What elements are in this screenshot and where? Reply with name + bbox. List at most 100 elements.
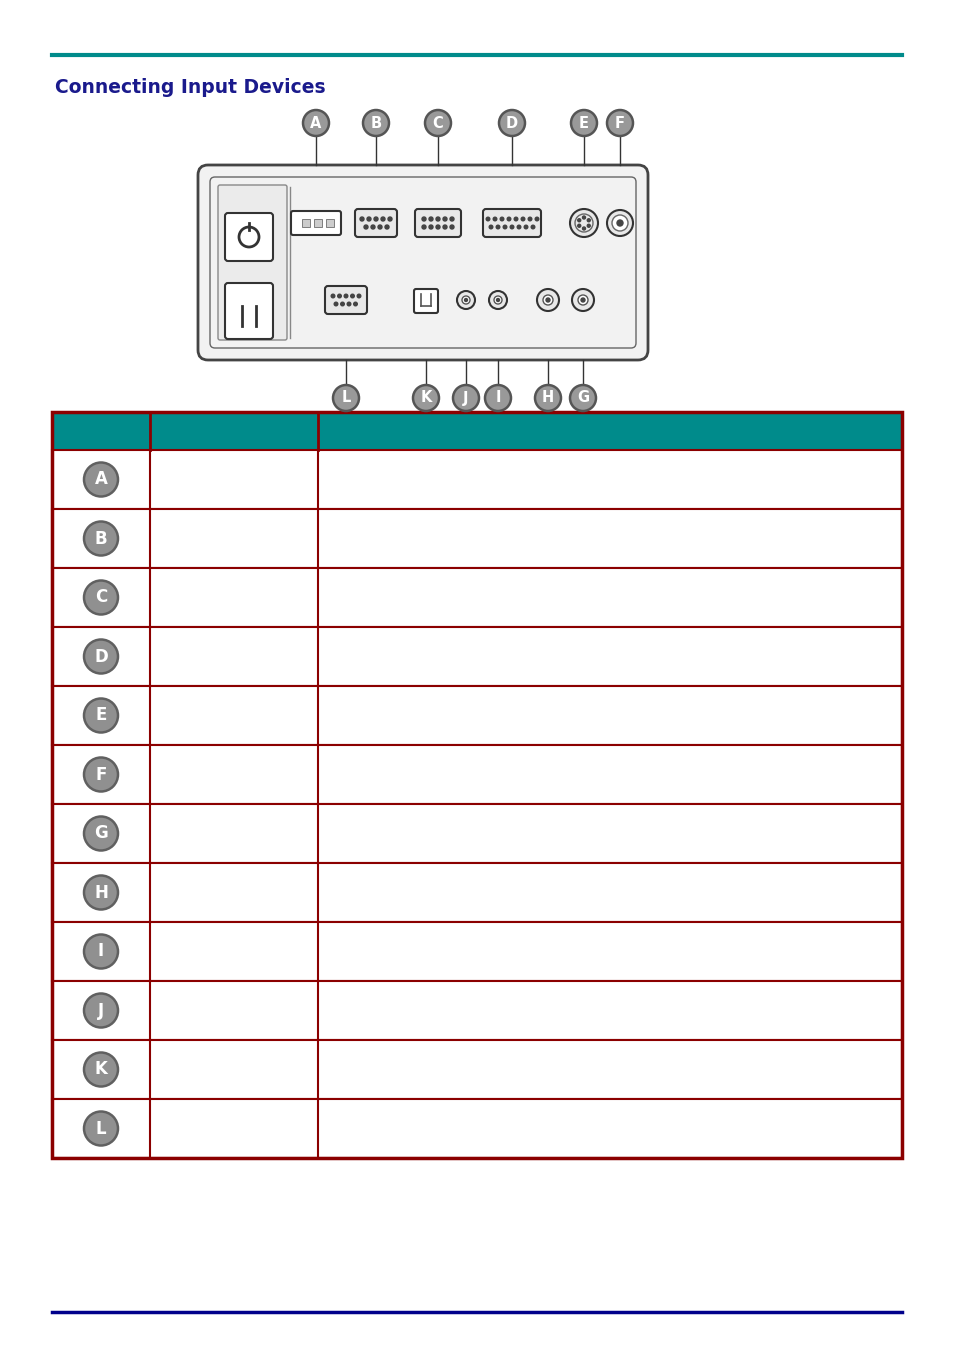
FancyBboxPatch shape [52,1099,901,1158]
Circle shape [385,225,389,230]
Circle shape [507,217,510,221]
Circle shape [84,876,118,910]
Circle shape [377,225,381,230]
Circle shape [578,296,587,305]
Circle shape [486,217,489,221]
Circle shape [578,224,580,227]
Circle shape [84,1053,118,1087]
Circle shape [331,294,335,298]
Circle shape [580,298,584,302]
Circle shape [510,225,514,228]
Circle shape [413,385,438,410]
FancyBboxPatch shape [52,745,901,805]
Circle shape [436,225,439,230]
Circle shape [84,934,118,968]
Text: G: G [94,825,108,842]
Text: C: C [94,589,107,606]
Circle shape [496,298,499,301]
Circle shape [356,294,360,298]
Circle shape [340,302,344,306]
Circle shape [351,294,354,298]
Circle shape [489,225,493,228]
FancyBboxPatch shape [52,412,901,450]
Circle shape [542,296,553,305]
FancyBboxPatch shape [414,289,437,313]
Text: E: E [578,116,588,131]
Circle shape [388,217,392,221]
FancyBboxPatch shape [52,626,901,686]
Text: A: A [94,471,108,489]
Text: K: K [420,390,432,405]
Text: I: I [98,942,104,960]
Circle shape [421,225,426,230]
Circle shape [587,219,590,221]
Text: Connecting Input Devices: Connecting Input Devices [55,78,325,97]
FancyBboxPatch shape [302,219,310,227]
FancyBboxPatch shape [326,219,334,227]
Circle shape [537,289,558,310]
Circle shape [84,994,118,1027]
FancyBboxPatch shape [52,981,901,1040]
Circle shape [450,225,454,230]
Text: F: F [95,765,107,783]
Circle shape [545,298,550,302]
Text: G: G [577,390,588,405]
Circle shape [572,289,594,310]
Text: L: L [95,1119,106,1138]
FancyBboxPatch shape [325,286,367,315]
FancyBboxPatch shape [225,284,273,339]
Circle shape [582,216,585,219]
Circle shape [569,209,598,238]
Text: B: B [94,529,107,548]
Circle shape [84,521,118,555]
FancyBboxPatch shape [52,450,901,509]
Circle shape [498,109,524,136]
Circle shape [517,225,520,228]
Circle shape [84,463,118,497]
FancyBboxPatch shape [52,805,901,863]
Circle shape [333,385,358,410]
Circle shape [578,219,580,221]
Circle shape [347,302,351,306]
Circle shape [429,225,433,230]
Circle shape [502,225,506,228]
Circle shape [84,640,118,674]
Circle shape [84,757,118,791]
Circle shape [84,580,118,614]
Circle shape [499,217,503,221]
FancyBboxPatch shape [482,209,540,238]
FancyBboxPatch shape [291,211,340,235]
Circle shape [606,109,633,136]
FancyBboxPatch shape [52,568,901,626]
Circle shape [442,225,447,230]
Circle shape [374,217,377,221]
Circle shape [617,220,622,225]
Circle shape [344,294,348,298]
FancyBboxPatch shape [52,509,901,568]
Circle shape [354,302,357,306]
Circle shape [535,385,560,410]
FancyBboxPatch shape [314,219,322,227]
FancyBboxPatch shape [218,185,287,340]
Circle shape [364,225,368,230]
Text: D: D [505,116,517,131]
FancyBboxPatch shape [52,922,901,981]
Circle shape [456,292,475,309]
Text: D: D [94,648,108,666]
Circle shape [484,385,511,410]
Text: H: H [541,390,554,405]
Circle shape [436,217,439,221]
Circle shape [582,227,585,230]
FancyBboxPatch shape [52,1040,901,1099]
Circle shape [453,385,478,410]
Circle shape [363,109,389,136]
Circle shape [461,296,470,304]
Circle shape [496,225,499,228]
Circle shape [367,217,371,221]
Circle shape [606,211,633,236]
Circle shape [359,217,364,221]
Circle shape [523,225,527,228]
Circle shape [520,217,524,221]
Circle shape [84,698,118,733]
Circle shape [429,217,433,221]
